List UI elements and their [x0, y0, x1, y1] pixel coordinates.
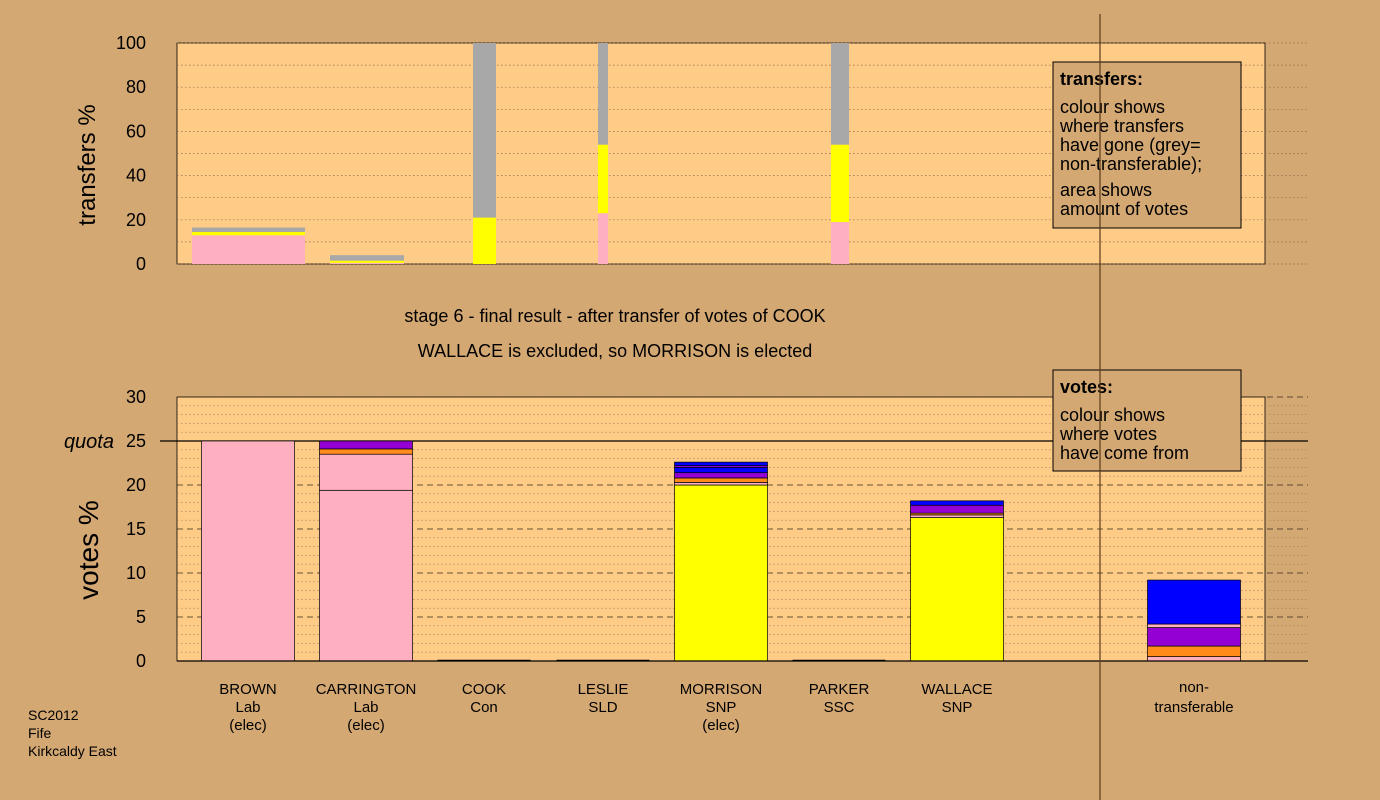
- vote-segment: [674, 482, 768, 486]
- vote-segment: [319, 448, 413, 455]
- transfers-y-tick-label: 0: [136, 254, 146, 274]
- vote-segment: [910, 500, 1004, 506]
- candidate-status: (elec): [229, 717, 267, 734]
- votes-y-tick-label: 30: [126, 387, 146, 407]
- transfer-segment: [473, 43, 496, 218]
- transfer-segment: [330, 262, 404, 264]
- candidate-name: MORRISON: [680, 681, 763, 698]
- legend-votes-line: colour shows: [1060, 405, 1165, 425]
- vote-segment: [319, 489, 413, 662]
- outcome-heading: WALLACE is excluded, so MORRISON is elec…: [418, 341, 812, 361]
- candidate-name: LESLIE: [578, 681, 629, 698]
- legend-votes-title: votes:: [1060, 377, 1113, 397]
- footer-ward: Kirkcaldy East: [28, 743, 117, 759]
- legend-votes-line: have come from: [1060, 443, 1189, 463]
- vote-segment: [319, 453, 413, 491]
- candidate-party: Lab: [235, 699, 260, 716]
- vote-segment: [910, 517, 1004, 662]
- footer-council: Fife: [28, 725, 52, 741]
- votes-y-tick-label: 10: [126, 563, 146, 583]
- transfer-segment: [598, 144, 608, 214]
- vote-segment: [674, 484, 768, 662]
- transfer-segment: [831, 144, 849, 223]
- candidate-name: WALLACE: [921, 681, 992, 698]
- legend-transfers: transfers: colour shows where transfers …: [1052, 61, 1242, 229]
- candidate-name: BROWN: [219, 681, 277, 698]
- legend-transfers-box: [1052, 61, 1242, 229]
- vote-segment: [1147, 656, 1241, 662]
- vote-segment: [1147, 623, 1241, 628]
- candidate-name: CARRINGTON: [316, 681, 417, 698]
- votes-y-axis-label: votes %: [73, 500, 104, 600]
- vote-segment: [910, 514, 1004, 518]
- transfer-segment: [192, 227, 305, 232]
- legend-votes-box: [1052, 369, 1242, 472]
- vote-segment: [1147, 645, 1241, 657]
- transfers-y-tick-label: 40: [126, 166, 146, 186]
- transfer-segment: [473, 217, 496, 264]
- vote-segment: [674, 477, 768, 483]
- candidate-status: (elec): [702, 717, 740, 734]
- candidate-party: SLD: [588, 699, 617, 716]
- candidate-status: (elec): [347, 717, 385, 734]
- footer-election: SC2012: [28, 707, 79, 723]
- candidate-name: COOK: [462, 681, 506, 698]
- votes-y-tick-label: 0: [136, 651, 146, 671]
- transfer-segment: [192, 231, 305, 236]
- candidate-party: SNP: [942, 699, 973, 716]
- transfer-segment: [330, 260, 404, 263]
- legend-transfers-line: non-transferable);: [1060, 154, 1202, 174]
- transfers-y-tick-label: 100: [116, 33, 146, 53]
- legend-transfers-line: have gone (grey=: [1060, 135, 1201, 155]
- candidate-party: SSC: [824, 699, 855, 716]
- vote-segment: [674, 472, 768, 479]
- legend-votes-line: where votes: [1059, 424, 1157, 444]
- votes-y-tick-label: 15: [126, 519, 146, 539]
- transfer-segment: [192, 235, 305, 264]
- vote-segment: [910, 504, 1004, 514]
- vote-segment: [674, 467, 768, 474]
- vote-segment: [201, 440, 295, 662]
- votes-y-tick-label: 25: [126, 431, 146, 451]
- nontransferable-label: transferable: [1154, 699, 1233, 716]
- transfer-segment: [831, 222, 849, 264]
- transfer-segment: [330, 255, 404, 261]
- candidate-party: SNP: [706, 699, 737, 716]
- legend-transfers-line: where transfers: [1059, 116, 1184, 136]
- nontransferable-label: non-: [1179, 679, 1209, 696]
- legend-transfers-line: amount of votes: [1060, 199, 1188, 219]
- legend-transfers-title: transfers:: [1060, 69, 1143, 89]
- vote-segment: [674, 461, 768, 466]
- transfers-y-tick-label: 20: [126, 210, 146, 230]
- quota-label: quota: [64, 431, 114, 453]
- transfers-y-tick-label: 80: [126, 77, 146, 97]
- votes-y-tick-label: 5: [136, 607, 146, 627]
- candidate-party: Lab: [353, 699, 378, 716]
- transfer-segment: [831, 43, 849, 145]
- votes-y-tick-label: 20: [126, 475, 146, 495]
- transfer-segment: [598, 213, 608, 264]
- transfers-y-tick-label: 60: [126, 121, 146, 141]
- transfer-segment: [598, 43, 608, 145]
- legend-transfers-line: area shows: [1060, 180, 1152, 200]
- vote-segment: [1147, 579, 1241, 625]
- candidate-party: Con: [470, 699, 498, 716]
- stage-heading: stage 6 - final result - after transfer …: [404, 306, 825, 326]
- vote-segment: [319, 440, 413, 450]
- candidate-name: PARKER: [809, 681, 870, 698]
- transfers-y-axis-label: transfers %: [74, 104, 101, 225]
- legend-transfers-line: colour shows: [1060, 97, 1165, 117]
- footer: SC2012 Fife Kirkcaldy East: [28, 707, 117, 759]
- vote-segment: [1147, 627, 1241, 647]
- legend-votes: votes: colour shows where votes have com…: [1052, 369, 1242, 472]
